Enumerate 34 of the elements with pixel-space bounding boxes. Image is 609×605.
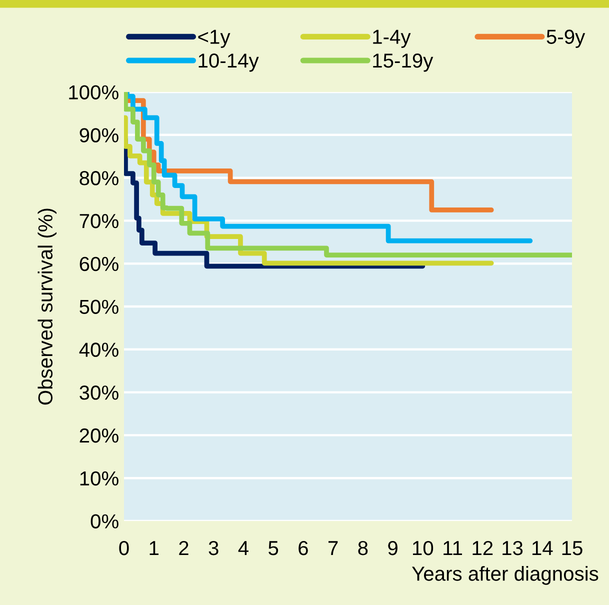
y-tick-label: 60% bbox=[80, 256, 118, 272]
x-tick-label: 8 bbox=[358, 540, 368, 556]
y-tick-label: 80% bbox=[80, 171, 118, 186]
y-tick-label: 40% bbox=[79, 342, 118, 357]
y-tick-label: 30% bbox=[80, 386, 118, 400]
legend-label: 15-19y bbox=[373, 53, 434, 72]
x-tick-label: 9 bbox=[388, 540, 398, 556]
legend-label: 5-9y bbox=[546, 30, 586, 48]
legend-label: 1-4y bbox=[373, 30, 411, 48]
x-tick-label: 12 bbox=[472, 540, 493, 556]
x-tick-label: 2 bbox=[179, 540, 188, 556]
x-tick-label: 4 bbox=[238, 541, 248, 556]
y-tick-label: 100% bbox=[69, 85, 118, 100]
y-tick-label: 10% bbox=[80, 471, 118, 486]
y-tick-label: 70% bbox=[80, 214, 118, 228]
x-tick-label: 0 bbox=[119, 540, 129, 556]
x-tick-label: 3 bbox=[208, 540, 218, 556]
x-tick-label: 7 bbox=[328, 541, 338, 556]
x-tick-label: 11 bbox=[444, 541, 462, 556]
y-axis-title: Observed survival (%) bbox=[38, 208, 57, 405]
x-tick-label: 6 bbox=[298, 540, 308, 556]
y-tick-label: 0% bbox=[90, 514, 118, 528]
y-tick-label: 20% bbox=[80, 428, 118, 443]
legend-label: 10-14y bbox=[198, 53, 259, 72]
x-tick-label: 10 bbox=[413, 540, 434, 556]
x-tick-label: 13 bbox=[502, 540, 523, 556]
legend-label: <1y bbox=[198, 30, 230, 48]
x-tick-label: 5 bbox=[268, 541, 278, 556]
x-axis-title: Years after diagnosis bbox=[412, 566, 598, 585]
x-tick-label: 14 bbox=[532, 541, 553, 556]
y-tick-label: 90% bbox=[80, 128, 118, 142]
x-tick-label: 1 bbox=[150, 541, 158, 556]
y-tick-label: 50% bbox=[80, 300, 118, 314]
x-tick-label: 15 bbox=[562, 541, 582, 556]
